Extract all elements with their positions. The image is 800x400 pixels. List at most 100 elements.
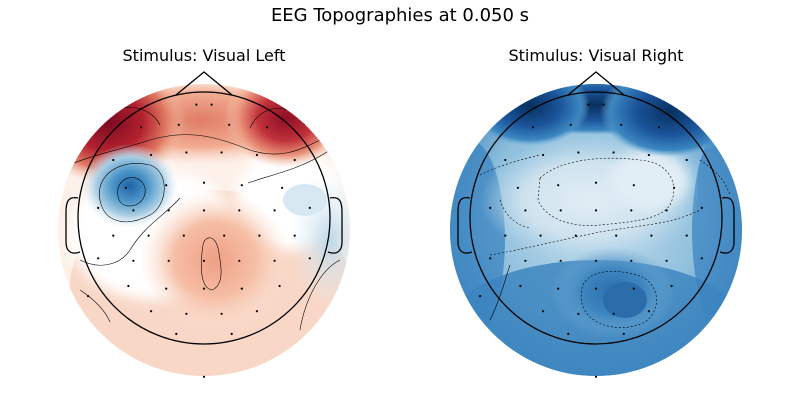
- sensor-marker-left-1: [210, 103, 213, 106]
- sensor-marker-right-48: [479, 295, 482, 298]
- sensor-marker-right-21: [630, 209, 633, 212]
- panel-title-visual-left: Stimulus: Visual Left: [122, 46, 286, 65]
- sensor-marker-right-31: [524, 259, 527, 262]
- sensor-marker-left-28: [258, 234, 261, 237]
- sensor-marker-right-38: [557, 287, 560, 290]
- sensor-marker-left-9: [220, 151, 223, 154]
- sensor-marker-right-13: [557, 184, 560, 187]
- sensor-marker-right-5: [657, 126, 661, 129]
- sensor-marker-right-14: [594, 181, 598, 184]
- sensor-marker-right-33: [594, 259, 598, 262]
- sensor-marker-left-7: [150, 153, 153, 157]
- sensor-marker-left-29: [293, 234, 296, 237]
- sensor-marker-right-29: [685, 234, 688, 237]
- sensor-marker-right-1: [602, 103, 605, 106]
- sensor-marker-left-0: [195, 103, 198, 106]
- sensor-marker-left-10: [255, 153, 258, 157]
- sensor-marker-left-5: [265, 126, 269, 129]
- sensor-marker-left-37: [127, 284, 130, 288]
- sensor-marker-left-44: [220, 312, 223, 315]
- sensor-marker-left-25: [147, 234, 150, 237]
- sensor-marker-left-8: [185, 151, 188, 154]
- sensor-marker-right-36: [700, 257, 703, 260]
- topomap-visual-right: [450, 71, 742, 378]
- sensor-marker-right-18: [524, 209, 527, 212]
- sensor-marker-left-45: [255, 310, 258, 313]
- sensor-marker-left-34: [238, 259, 241, 262]
- sensor-marker-left-24: [112, 234, 115, 237]
- sensor-marker-right-22: [665, 209, 668, 212]
- sensor-marker-left-3: [177, 123, 180, 126]
- sensor-marker-right-39: [594, 287, 598, 290]
- sensor-marker-right-43: [577, 312, 580, 315]
- sensor-marker-left-17: [97, 206, 100, 209]
- sensor-marker-left-19: [167, 209, 170, 212]
- sensor-marker-left-21: [238, 209, 241, 212]
- panel-title-visual-right: Stimulus: Visual Right: [508, 46, 684, 65]
- sensor-marker-right-7: [542, 153, 545, 157]
- sensor-marker-left-15: [240, 184, 243, 187]
- sensor-marker-right-10: [647, 153, 651, 157]
- sensor-marker-right-12: [516, 186, 520, 189]
- sensor-marker-right-19: [559, 209, 562, 212]
- sensor-marker-right-34: [630, 259, 633, 262]
- sensor-marker-left-39: [202, 287, 206, 290]
- sensor-marker-right-4: [620, 123, 623, 126]
- head-outline-right: [457, 71, 735, 345]
- sensor-marker-right-28: [650, 234, 653, 237]
- sensor-marker-right-20: [594, 209, 598, 212]
- sensor-marker-right-8: [577, 151, 580, 154]
- scalp-heatmap-left: [58, 84, 350, 376]
- sensor-marker-right-6: [504, 158, 507, 162]
- sensor-marker-right-42: [542, 310, 545, 313]
- sensor-marker-right-44: [612, 312, 615, 315]
- sensor-marker-left-33: [202, 259, 206, 262]
- sensor-marker-left-6: [112, 158, 115, 162]
- sensor-marker-right-26: [574, 234, 577, 237]
- sensor-marker-left-11: [293, 158, 296, 162]
- sensor-marker-left-47: [230, 332, 233, 335]
- sensor-marker-left-16: [281, 186, 284, 189]
- sensor-marker-left-49: [202, 375, 206, 378]
- topomap-visual-left: [58, 71, 350, 378]
- sensor-marker-left-31: [132, 259, 135, 262]
- sensor-marker-left-26: [182, 234, 185, 237]
- sensor-marker-left-43: [185, 312, 188, 315]
- sensor-marker-right-16: [673, 186, 676, 189]
- sensor-marker-left-38: [165, 287, 168, 290]
- sensor-marker-right-23: [700, 206, 703, 209]
- sensor-marker-right-47: [622, 332, 625, 335]
- sensor-marker-left-30: [97, 257, 100, 260]
- sensor-marker-left-23: [308, 206, 311, 209]
- scalp-heatmap-right: [450, 84, 742, 376]
- sensor-marker-right-30: [489, 257, 492, 260]
- sensor-marker-left-35: [273, 259, 276, 262]
- sensor-marker-right-17: [489, 206, 492, 209]
- sensor-marker-left-42: [150, 310, 153, 313]
- sensor-marker-right-46: [567, 332, 570, 335]
- sensor-marker-right-0: [587, 103, 590, 106]
- sensor-marker-left-4: [228, 123, 231, 126]
- sensor-marker-right-37: [519, 284, 522, 288]
- sensor-marker-right-32: [559, 259, 562, 262]
- sensor-marker-left-40: [240, 287, 243, 290]
- sensor-marker-left-46: [175, 332, 178, 335]
- sensor-marker-right-25: [539, 234, 542, 237]
- sensor-marker-right-49: [594, 375, 598, 378]
- sensor-marker-left-14: [202, 181, 206, 184]
- sensor-marker-left-48: [87, 295, 90, 298]
- sensor-marker-left-36: [308, 257, 311, 260]
- sensor-marker-left-32: [167, 259, 170, 262]
- sensor-marker-right-40: [632, 287, 635, 290]
- sensor-marker-right-2: [531, 126, 535, 129]
- sensor-marker-right-35: [665, 259, 668, 262]
- sensor-marker-left-18: [132, 209, 135, 212]
- sensor-markers-right: [479, 103, 703, 378]
- sensor-marker-right-41: [670, 284, 673, 288]
- sensor-marker-left-27: [223, 234, 226, 237]
- sensor-marker-right-24: [504, 234, 507, 237]
- figure-title: EEG Topographies at 0.050 s: [270, 5, 530, 26]
- sensor-marker-left-20: [202, 209, 206, 212]
- sensor-marker-left-12: [124, 186, 127, 189]
